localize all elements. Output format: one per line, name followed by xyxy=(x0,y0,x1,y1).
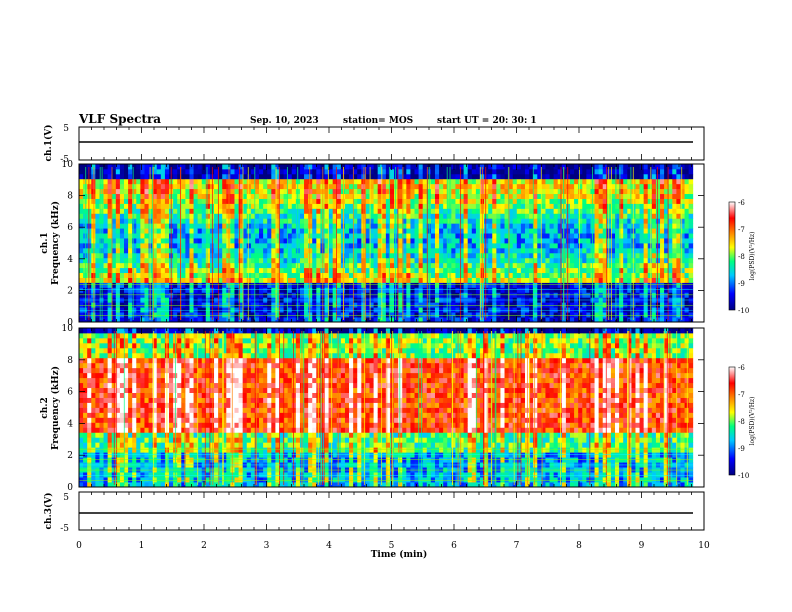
x-tick-label: 6 xyxy=(451,541,457,551)
ch2-spectrogram-ylabel-line1: ch.2 xyxy=(40,397,50,418)
spectrogram-ytick-label: 0 xyxy=(67,483,73,493)
spectrogram-ytick-label: 0 xyxy=(67,318,73,328)
colorbar-tick-label: -8 xyxy=(738,418,745,426)
spectrogram-ytick-label: 8 xyxy=(67,192,73,202)
x-tick-label: 10 xyxy=(698,541,710,551)
ch1-colorbar-label: log(PSD)(V²/Hz) xyxy=(749,232,756,281)
spectrogram-ytick-label: 6 xyxy=(67,388,73,398)
ch2-colorbar: -6 -7 -8 -9 -10 log(PSD)(V²/Hz) xyxy=(728,364,756,480)
spectrogram-ytick-label: 2 xyxy=(67,286,73,296)
colorbar-tick-label: -6 xyxy=(738,364,745,372)
colorbar-tick-label: -7 xyxy=(738,226,745,234)
date-label: Sep. 10, 2023 xyxy=(250,116,319,126)
start-time-label: start UT = 20: 30: 1 xyxy=(437,116,537,126)
spectrogram-ytick-label: 10 xyxy=(62,324,74,334)
ch3-waveform-ylabel: ch.3(V) xyxy=(43,493,54,530)
spectrogram-ytick-label: 10 xyxy=(62,160,74,170)
colorbar-tick-label: -10 xyxy=(738,472,749,480)
x-tick-label: 2 xyxy=(201,541,207,551)
ch1-spectrogram-panel: 0 2 4 6 8 10 ch.1 Frequency (kHz) xyxy=(40,160,705,328)
ch3-ytick-top: 5 xyxy=(63,493,69,503)
spectrogram-ytick-label: 6 xyxy=(67,223,73,233)
colorbar-tick-label: -6 xyxy=(738,199,745,207)
colorbar-tick-label: -9 xyxy=(738,445,745,453)
colorbar-tick-label: -8 xyxy=(738,253,745,261)
colorbar-tick-label: -7 xyxy=(738,391,745,399)
figure-title: VLF Spectra xyxy=(78,112,161,126)
ch2-spectrogram-ylabel-line2: Frequency (kHz) xyxy=(50,366,61,450)
x-tick-label: 8 xyxy=(576,541,582,551)
x-axis-label: Time (min) xyxy=(371,549,428,560)
spectrogram-ytick-label: 2 xyxy=(67,451,73,461)
ch3-ytick-bottom: -5 xyxy=(60,524,69,534)
ch1-ytick-top: 5 xyxy=(63,124,69,134)
ch1-waveform-ylabel: ch.1(V) xyxy=(43,125,54,162)
ch1-ytick-bottom: -5 xyxy=(60,155,69,165)
colorbar-tick-label: -9 xyxy=(738,280,745,288)
ch1-spectrogram-ylabel-line2: Frequency (kHz) xyxy=(50,201,61,285)
x-tick-label: 7 xyxy=(514,541,520,551)
x-tick-label: 1 xyxy=(139,541,145,551)
ch1-waveform-panel: 5 -5 ch.1(V) xyxy=(43,124,705,165)
x-tick-label: 0 xyxy=(76,541,82,551)
station-label: station= MOS xyxy=(343,116,413,126)
x-axis-tick-labels: 0 1 2 3 4 5 6 7 8 9 10 xyxy=(76,541,710,551)
spectrogram-ytick-label: 4 xyxy=(67,255,73,265)
ch1-colorbar: -6 -7 -8 -9 -10 log(PSD)(V²/Hz) xyxy=(728,199,756,315)
x-tick-label: 4 xyxy=(326,541,332,551)
ch1-spectrogram-ylabel-line1: ch.1 xyxy=(40,232,50,253)
ch2-colorbar-label: log(PSD)(V²/Hz) xyxy=(749,397,756,446)
x-tick-label: 3 xyxy=(264,541,270,551)
x-tick-label: 9 xyxy=(639,541,645,551)
spectrogram-ytick-label: 4 xyxy=(67,419,73,429)
x-tick-label: 5 xyxy=(389,541,395,551)
ch2-spectrogram-panel: 0 2 4 6 8 10 ch.2 Frequency (kHz) xyxy=(40,324,705,493)
colorbar-tick-label: -10 xyxy=(738,307,749,315)
spectrogram-ytick-label: 8 xyxy=(67,356,73,366)
ch3-waveform-panel: 5 -5 ch.3(V) xyxy=(43,491,705,534)
